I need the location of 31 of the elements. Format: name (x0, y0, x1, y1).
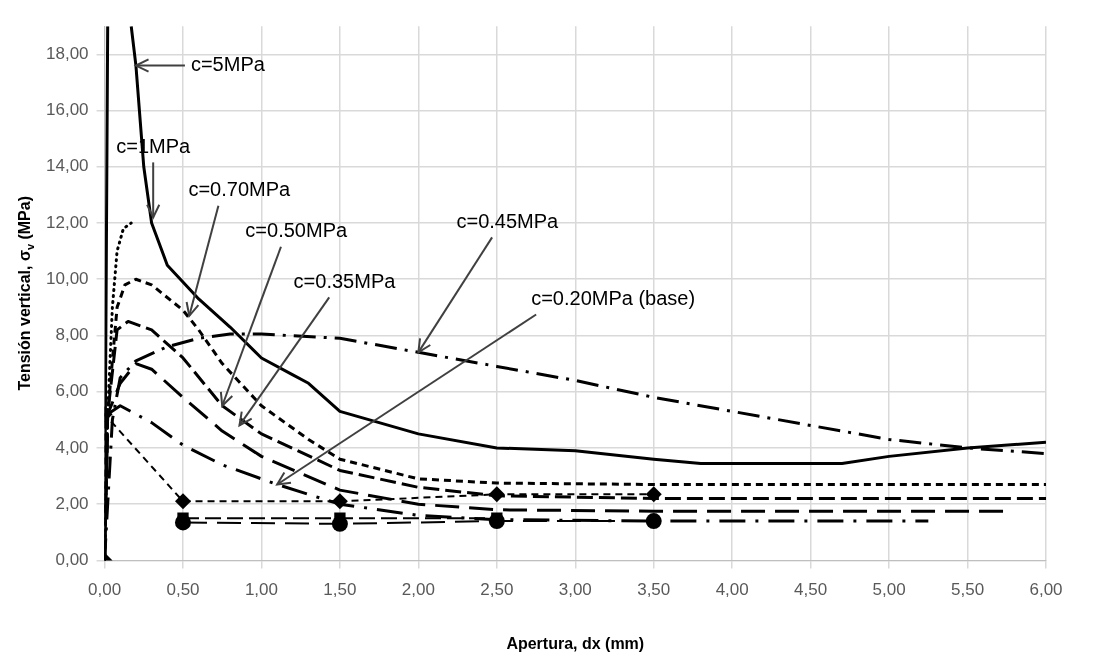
x-tick-label: 5,00 (872, 580, 906, 600)
x-tick-label: 4,50 (794, 580, 828, 600)
annotation: c=5MPa (190, 53, 266, 76)
annotation: c=0.45MPa (456, 209, 560, 232)
annotation: c=0.50MPa (245, 219, 348, 242)
annotation: c=0.35MPa (293, 269, 397, 292)
x-tick-label: 1,00 (244, 580, 278, 600)
x-tick-label: 4,00 (715, 580, 749, 600)
x-tick-label: 3,50 (637, 580, 671, 600)
x-tick-label: 3,00 (558, 580, 592, 600)
y-tick-label: 2,00 (55, 493, 89, 513)
y-tick-label: 18,00 (45, 44, 89, 63)
x-tick-label: 0,50 (166, 580, 200, 600)
x-axis-title: Apertura, dx (mm) (506, 634, 645, 652)
y-tick-label: 16,00 (45, 100, 89, 120)
x-tick-label: 2,50 (480, 580, 514, 600)
y-axis-title: Tensión vertical, σv (MPa) (16, 196, 37, 391)
x-tick-label: 6,00 (1029, 580, 1063, 600)
y-tick-label: 12,00 (45, 212, 89, 232)
y-tick-label: 6,00 (55, 381, 89, 401)
annotation: c=0.20MPa (base) (531, 287, 696, 309)
y-tick-label: 0,00 (55, 550, 89, 570)
x-tick-label: 1,50 (323, 580, 357, 600)
y-tick-label: 8,00 (55, 325, 89, 345)
y-tick-label: 10,00 (45, 268, 89, 288)
x-tick-label: 2,00 (401, 580, 435, 600)
y-tick-label: 4,00 (55, 437, 89, 457)
x-tick-label: 0,00 (87, 580, 122, 600)
y-tick-label: 14,00 (45, 156, 89, 176)
annotation: c=0.70MPa (188, 178, 292, 201)
x-tick-label: 5,50 (951, 580, 985, 600)
